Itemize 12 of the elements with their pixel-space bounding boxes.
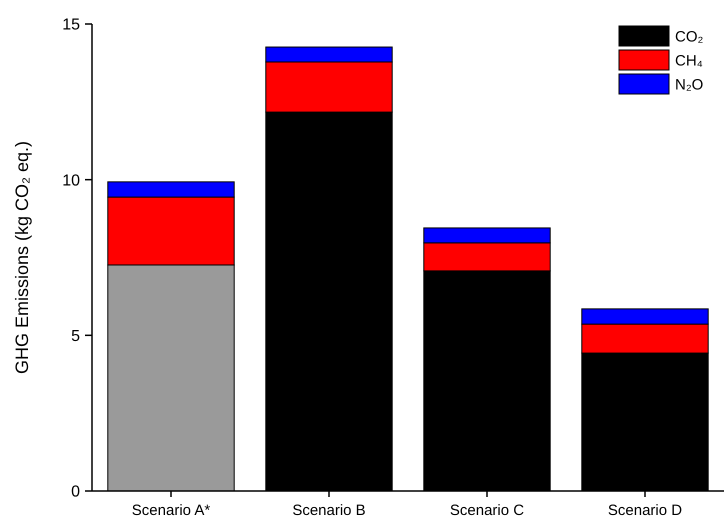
x-tick-label: Scenario D: [608, 502, 682, 519]
y-tick-label: 0: [71, 484, 80, 501]
y-tick-label: 15: [62, 16, 80, 34]
y-axis-title: GHG Emissions (kg CO₂ eq.): [12, 140, 32, 374]
legend-label: CO₂: [675, 28, 704, 46]
legend-label: CH₄: [675, 52, 703, 70]
legend-label: N₂O: [675, 76, 704, 94]
y-tick-label: 5: [71, 328, 80, 345]
x-tick-label: Scenario A*: [132, 502, 210, 519]
x-tick-label: Scenario C: [450, 502, 524, 519]
x-tick-label: Scenario B: [292, 502, 366, 519]
y-tick-label: 10: [62, 172, 80, 190]
